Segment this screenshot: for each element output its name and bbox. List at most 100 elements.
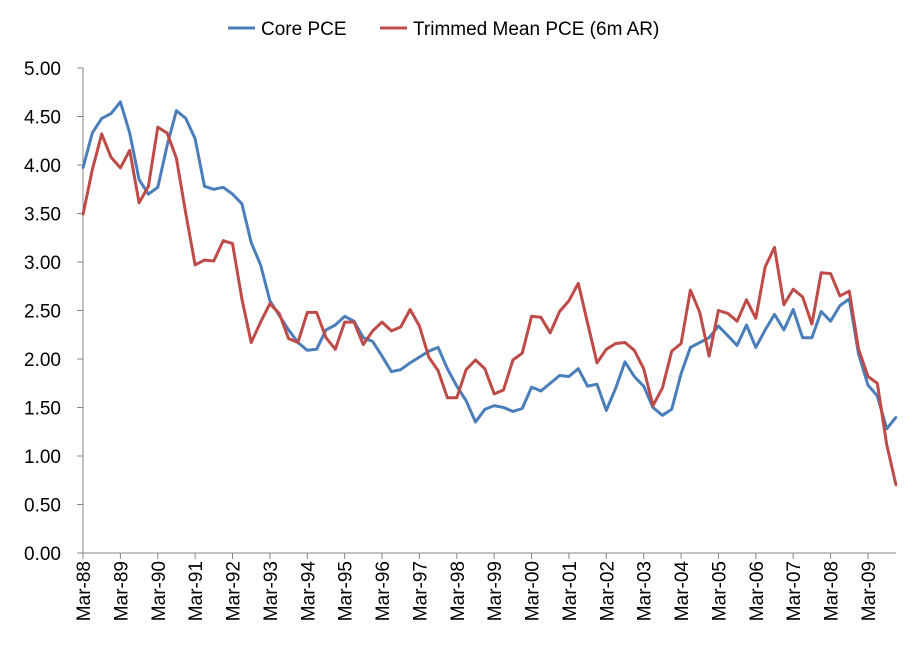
legend-label: Trimmed Mean PCE (6m AR) <box>413 19 659 40</box>
data-point <box>109 156 113 159</box>
data-point <box>324 336 328 339</box>
data-point <box>156 125 159 129</box>
x-tick-label: Mar-88 <box>74 561 95 621</box>
data-point <box>464 368 468 371</box>
data-point <box>511 410 515 413</box>
data-point <box>810 336 814 339</box>
data-point <box>586 321 589 325</box>
data-point <box>679 372 683 375</box>
data-point <box>165 131 169 135</box>
data-point <box>595 361 599 365</box>
data-point <box>231 242 234 245</box>
data-point <box>661 386 664 390</box>
data-point <box>399 325 402 329</box>
data-point <box>521 351 524 355</box>
data-point <box>109 112 113 115</box>
data-point <box>408 308 412 311</box>
data-point <box>474 420 477 424</box>
x-tick-label: Mar-03 <box>635 561 656 621</box>
x-tick-label: Mar-94 <box>298 561 319 622</box>
data-point <box>91 131 94 135</box>
data-point <box>848 289 851 293</box>
data-point <box>623 341 627 344</box>
y-tick-label: 0.00 <box>24 544 61 565</box>
data-point <box>792 287 795 291</box>
x-tick-label: Mar-06 <box>747 561 768 621</box>
data-point <box>754 346 758 349</box>
data-point <box>735 344 739 347</box>
data-point <box>717 324 720 328</box>
data-point <box>866 375 870 378</box>
data-point <box>549 382 552 385</box>
data-point <box>651 404 655 407</box>
data-point <box>530 315 533 318</box>
data-point <box>100 117 103 120</box>
data-point <box>698 311 701 314</box>
data-point <box>670 408 673 411</box>
data-point <box>250 241 253 244</box>
data-point <box>278 312 281 315</box>
data-point <box>287 328 290 332</box>
data-point <box>390 370 393 373</box>
data-point <box>567 299 571 302</box>
data-point <box>586 384 589 388</box>
data-point <box>689 346 692 349</box>
data-point <box>894 416 898 419</box>
data-point <box>455 384 458 388</box>
data-point <box>147 192 150 196</box>
data-point <box>137 201 141 205</box>
data-point <box>745 323 748 327</box>
data-point <box>418 355 421 359</box>
data-point <box>137 178 141 181</box>
data-point <box>296 341 300 344</box>
data-point <box>334 323 337 327</box>
data-point <box>259 320 262 324</box>
data-point <box>390 329 393 333</box>
data-point <box>745 298 748 302</box>
data-point <box>763 328 767 332</box>
data-point <box>128 149 131 152</box>
data-point <box>231 192 234 196</box>
data-point <box>502 388 505 392</box>
data-point <box>221 186 225 189</box>
data-point <box>371 329 374 333</box>
data-point <box>670 350 673 353</box>
x-tick-label: Mar-97 <box>410 561 431 621</box>
data-point <box>773 246 776 249</box>
data-point <box>782 328 786 332</box>
x-tick-label: Mar-98 <box>448 561 469 621</box>
data-point <box>679 342 683 345</box>
x-tick-label: Mar-08 <box>822 561 843 621</box>
data-point <box>380 354 384 358</box>
plot-area <box>81 100 898 487</box>
y-tick-label: 2.50 <box>24 302 61 323</box>
data-point <box>203 258 206 262</box>
data-point <box>128 131 131 135</box>
data-point <box>801 295 804 299</box>
data-point <box>530 385 533 389</box>
data-point <box>577 367 580 370</box>
data-point <box>418 324 421 328</box>
y-tick-label: 4.50 <box>24 108 61 129</box>
data-point <box>240 297 244 301</box>
data-point <box>894 483 898 487</box>
data-point <box>689 288 692 292</box>
data-point <box>446 396 449 399</box>
data-point <box>642 384 645 388</box>
x-tick-label: Mar-93 <box>261 561 282 621</box>
data-point <box>885 427 888 431</box>
y-tick-label: 5.00 <box>24 59 61 80</box>
data-point <box>315 348 318 351</box>
data-point <box>707 336 711 339</box>
data-point <box>567 375 571 378</box>
data-point <box>885 443 888 446</box>
data-point <box>306 349 309 352</box>
data-point <box>427 355 430 359</box>
data-point <box>268 302 272 305</box>
x-tick-label: Mar-01 <box>560 561 581 621</box>
data-point <box>605 409 608 412</box>
data-point <box>763 265 767 269</box>
data-point <box>352 320 356 324</box>
data-point <box>521 407 524 410</box>
